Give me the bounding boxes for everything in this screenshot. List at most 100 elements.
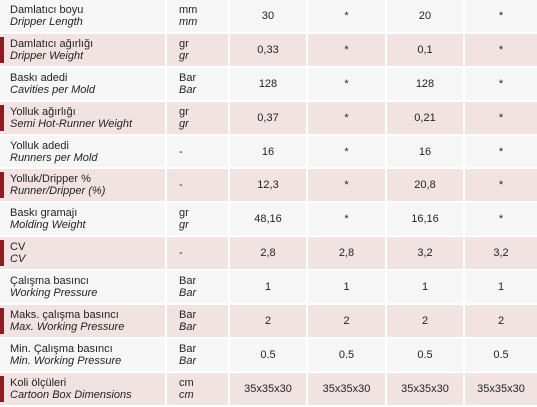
value-cell-2: * <box>306 33 385 68</box>
value-cell-1: 128 <box>228 67 306 102</box>
unit-cell: cm cm <box>165 372 228 407</box>
table-row: Baskı adedi Cavities per Mold Bar Bar 128 * 12… <box>0 67 537 102</box>
unit-en: gr <box>179 117 189 130</box>
value-cell-2: * <box>306 135 385 170</box>
param-name-en: Runners per Mold <box>10 151 98 164</box>
param-cell: Min. Çalışma basıncı Min. Working Pressur… <box>0 338 165 373</box>
table-row: Yolluk ağırlığı Semi Hot-Runner Weight gr g… <box>0 101 537 136</box>
table-row: Damlatıcı ağırlığı Dripper Weight gr gr 0,33… <box>0 33 537 68</box>
value-cell-3: 3,2 <box>385 237 463 272</box>
value-cell-4: * <box>463 67 537 102</box>
unit-tr: - <box>179 247 183 260</box>
param-name-tr: Damlatıcı boyu <box>10 3 84 16</box>
param-name-tr: Baskı adedi <box>10 71 68 84</box>
unit-en: mm <box>179 15 198 28</box>
param-name-en: Dripper Weight <box>10 49 84 62</box>
value-cell-3: 16,16 <box>385 203 463 238</box>
value-cell-3: 0,1 <box>385 33 463 68</box>
unit-tr: gr <box>179 37 189 50</box>
unit-cell: Bar Bar <box>165 305 228 339</box>
value-cell-1: 0,37 <box>228 101 306 136</box>
unit-en: Bar <box>179 83 197 96</box>
value-cell-2: * <box>306 169 385 204</box>
param-name-tr: Yolluk adedi <box>10 139 69 152</box>
unit-tr: Bar <box>179 71 197 84</box>
unit-en: Bar <box>179 320 197 333</box>
value-cell-1: 1 <box>228 271 306 306</box>
value-cell-4: * <box>463 135 537 170</box>
value-cell-4: * <box>463 169 537 204</box>
unit-cell: - <box>165 169 228 204</box>
param-name-en: Dripper Length <box>10 15 83 28</box>
value-cell-1: 0,33 <box>228 33 306 68</box>
param-cell: Yolluk adedi Runners per Mold <box>0 135 165 170</box>
value-cell-2: 2 <box>306 305 385 339</box>
value-cell-1: 12,3 <box>228 169 306 204</box>
unit-cell: mm mm <box>165 0 228 34</box>
table-row: Damlatıcı boyu Dripper Length mm mm 30 * 20 * <box>0 0 537 34</box>
row-marker <box>0 240 4 267</box>
unit-cell: gr gr <box>165 33 228 68</box>
value-cell-1: 2 <box>228 305 306 339</box>
value-cell-2: 0.5 <box>306 338 385 373</box>
param-name-en: Working Pressure <box>10 287 98 300</box>
param-cell: Koli ölçüleri Cartoon Box Dimensions <box>0 372 165 407</box>
value-cell-4: 35x35x30 <box>463 372 537 407</box>
table-row: Yolluk/Dripper % Runner/Dripper (%) -12,3 *… <box>0 169 537 204</box>
value-cell-3: 1 <box>385 271 463 306</box>
param-name-tr: Min. Çalışma basıncı <box>10 342 113 355</box>
value-cell-4: 3,2 <box>463 237 537 272</box>
unit-tr: gr <box>179 207 189 220</box>
value-cell-4: * <box>463 0 537 34</box>
param-cell: Yolluk/Dripper % Runner/Dripper (%) <box>0 169 165 204</box>
row-marker <box>0 308 4 334</box>
value-cell-4: 0.5 <box>463 338 537 373</box>
value-cell-2: * <box>306 101 385 136</box>
value-cell-1: 0.5 <box>228 338 306 373</box>
value-cell-3: 128 <box>385 67 463 102</box>
param-name-tr: Baskı gramajı <box>10 207 78 220</box>
value-cell-3: 2 <box>385 305 463 339</box>
param-cell: Damlatıcı ağırlığı Dripper Weight <box>0 33 165 68</box>
unit-en: gr <box>179 219 189 232</box>
unit-cell: gr gr <box>165 101 228 136</box>
param-cell: Çalışma basıncı Working Pressure <box>0 271 165 306</box>
table-row: CV CV -2,8 2,8 3,2 3,2 <box>0 237 537 272</box>
unit-tr: gr <box>179 105 189 118</box>
value-cell-4: 2 <box>463 305 537 339</box>
value-cell-1: 35x35x30 <box>228 372 306 407</box>
value-cell-1: 2,8 <box>228 237 306 272</box>
param-cell: Yolluk ağırlığı Semi Hot-Runner Weight <box>0 101 165 136</box>
value-cell-3: 0,21 <box>385 101 463 136</box>
value-cell-3: 0.5 <box>385 338 463 373</box>
table-row: Koli ölçüleri Cartoon Box Dimensions cm cm 3… <box>0 372 537 407</box>
param-name-tr: Koli ölçüleri <box>10 376 67 389</box>
row-marker <box>0 104 4 131</box>
value-cell-2: 2,8 <box>306 237 385 272</box>
unit-tr: Bar <box>179 308 197 321</box>
param-name-tr: Yolluk ağırlığı <box>10 105 76 118</box>
param-cell: Baskı gramajı Molding Weight <box>0 203 165 238</box>
param-name-tr: Damlatıcı ağırlığı <box>10 37 94 50</box>
value-cell-4: * <box>463 203 537 238</box>
unit-tr: Bar <box>179 275 197 288</box>
param-name-tr: Çalışma basıncı <box>10 275 89 288</box>
param-name-tr: Maks. çalışma basıncı <box>10 308 119 321</box>
row-marker <box>0 36 4 63</box>
param-name-en: Max. Working Pressure <box>10 320 125 333</box>
param-cell: Baskı adedi Cavities per Mold <box>0 67 165 102</box>
value-cell-1: 16 <box>228 135 306 170</box>
table-row: Yolluk adedi Runners per Mold -16 * 16 * <box>0 135 537 170</box>
unit-en: cm <box>179 388 194 401</box>
value-cell-3: 20,8 <box>385 169 463 204</box>
row-marker <box>0 375 4 402</box>
value-cell-2: * <box>306 203 385 238</box>
param-name-en: Molding Weight <box>10 219 86 232</box>
table-row: Min. Çalışma basıncı Min. Working Pressur… <box>0 338 537 373</box>
unit-tr: mm <box>179 3 198 16</box>
param-name-en: CV <box>10 253 26 266</box>
table-row: Baskı gramajı Molding Weight gr gr 48,16 * 16,… <box>0 203 537 238</box>
unit-cell: gr gr <box>165 203 228 238</box>
